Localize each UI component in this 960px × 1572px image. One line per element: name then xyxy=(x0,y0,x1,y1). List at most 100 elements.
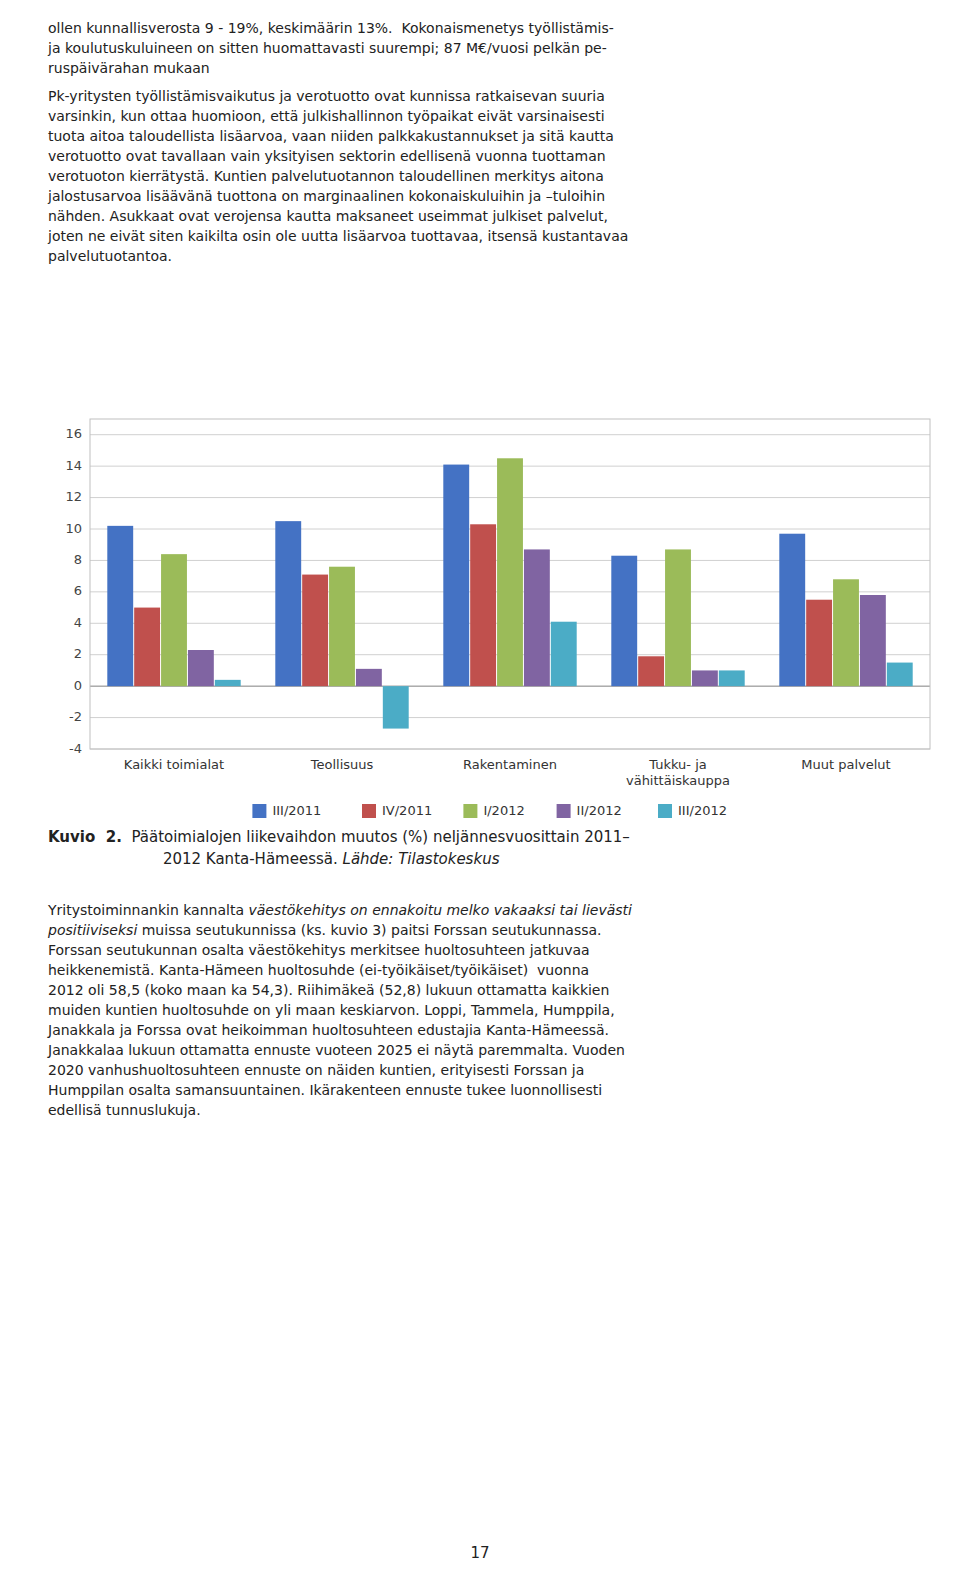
bar xyxy=(134,608,160,687)
text-run: heikkenemistä. Kanta-Hämeen huoltosuhde … xyxy=(48,962,589,978)
bar xyxy=(443,465,469,687)
x-tick-label: Rakentaminen xyxy=(463,757,557,772)
caption-line: Kuvio 2. Päätoimialojen liikevaihdon muu… xyxy=(48,826,918,848)
bar xyxy=(215,680,241,686)
text-line: tuota aitoa taloudellista lisäarvoa, vaa… xyxy=(48,126,918,146)
text-line: ja koulutuskuluineen on sitten huomattav… xyxy=(48,38,918,58)
bar xyxy=(275,521,301,686)
bar xyxy=(779,534,805,686)
y-tick-label: 14 xyxy=(65,458,82,473)
text-after: Yritystoiminnankin kannalta väestökehity… xyxy=(48,900,918,1120)
bar xyxy=(356,669,382,686)
text-line: Pk-yritysten työllistämisvaikutus ja ver… xyxy=(48,86,918,106)
text-run: 2020 vanhushuoltosuhteen ennuste on näid… xyxy=(48,1062,584,1078)
text-run: Janakkalaa lukuun ottamatta ennuste vuot… xyxy=(48,1042,625,1058)
legend-swatch xyxy=(463,804,477,818)
text-run: muissa seutukunnissa (ks. kuvio 3) paits… xyxy=(137,922,601,938)
legend-label: II/2012 xyxy=(577,803,622,818)
text-run: 2012 Kanta-Hämeessä. xyxy=(120,850,338,868)
paragraph: ollen kunnallisverosta 9 - 19%, keskimää… xyxy=(48,18,918,78)
text-run: Päätoimialojen liikevaihdon muutos (%) n… xyxy=(122,828,630,846)
text-line: Janakkalaa lukuun ottamatta ennuste vuot… xyxy=(48,1040,918,1060)
bar xyxy=(188,650,214,686)
plot-frame xyxy=(90,419,930,749)
bar xyxy=(107,526,133,686)
bar xyxy=(611,556,637,686)
page-number: 17 xyxy=(0,1544,960,1562)
x-tick-label: Muut palvelut xyxy=(801,757,890,772)
bar xyxy=(638,656,664,686)
text-line: Humppilan osalta samansuuntainen. Ikärak… xyxy=(48,1080,918,1100)
bar xyxy=(383,686,409,728)
bar xyxy=(719,670,745,686)
text-line: verotuotto ovat tavallaan vain yksityise… xyxy=(48,146,918,166)
y-tick-label: 16 xyxy=(65,426,82,441)
y-tick-label: 10 xyxy=(65,521,82,536)
bar xyxy=(806,600,832,686)
caption: Kuvio 2. Päätoimialojen liikevaihdon muu… xyxy=(48,826,918,870)
text-line: ruspäivärahan mukaan xyxy=(48,58,918,78)
legend-swatch xyxy=(362,804,376,818)
text-line: Forssan seutukunnan osalta väestökehitys… xyxy=(48,940,918,960)
text-line: Janakkala ja Forssa ovat heikoimman huol… xyxy=(48,1020,918,1040)
y-tick-label: 2 xyxy=(74,646,82,661)
x-tick-label: Tukku- javähittäiskauppa xyxy=(626,757,730,788)
chart: -4-20246810121416Kaikki toimialatTeollis… xyxy=(0,405,960,825)
legend-swatch xyxy=(658,804,672,818)
text-run: muiden kuntien huoltosuhde on yli maan k… xyxy=(48,1002,615,1018)
text-run: Forssan seutukunnan osalta väestökehitys… xyxy=(48,942,590,958)
legend-swatch xyxy=(557,804,571,818)
text-line: joten ne eivät siten kaikilta osin ole u… xyxy=(48,226,918,246)
bar xyxy=(497,458,523,686)
grid xyxy=(90,435,930,749)
text-run: Janakkala ja Forssa ovat heikoimman huol… xyxy=(48,1022,609,1038)
bar xyxy=(833,579,859,686)
bar xyxy=(692,670,718,686)
text-line: verotuoton kierrätystä. Kuntien palvelut… xyxy=(48,166,918,186)
text-line: ollen kunnallisverosta 9 - 19%, keskimää… xyxy=(48,18,918,38)
legend-swatch xyxy=(252,804,266,818)
legend-label: I/2012 xyxy=(483,803,524,818)
caption-line: 2012 Kanta-Hämeessä. Lähde: Tilastokesku… xyxy=(48,848,918,870)
bar xyxy=(551,622,577,686)
text-run: väestökehitys on ennakoitu melko vakaaks… xyxy=(248,902,632,918)
y-tick-label: 12 xyxy=(65,489,82,504)
text-run: Lähde: Tilastokeskus xyxy=(338,850,500,868)
text-line: positiiviseksi muissa seutukunnissa (ks.… xyxy=(48,920,918,940)
text-line: palvelutuotantoa. xyxy=(48,246,918,266)
text-line: edellisä tunnuslukuja. xyxy=(48,1100,918,1120)
text-line: jalostusarvoa lisäävänä tuottona on marg… xyxy=(48,186,918,206)
bar xyxy=(860,595,886,686)
text-run: positiiviseksi xyxy=(48,922,137,938)
text-line: 2020 vanhushuoltosuhteen ennuste on näid… xyxy=(48,1060,918,1080)
bars xyxy=(107,458,912,728)
text-before: ollen kunnallisverosta 9 - 19%, keskimää… xyxy=(48,18,918,266)
text-line: nähden. Asukkaat ovat verojensa kautta m… xyxy=(48,206,918,226)
grid-line xyxy=(90,717,930,718)
grid-line xyxy=(90,434,930,435)
y-tick-label: 8 xyxy=(74,552,82,567)
legend-label: III/2011 xyxy=(272,803,321,818)
legend: III/2011 IV/2011 I/2012 II/2012 III/2012 xyxy=(252,803,727,819)
text-line: 2012 oli 58,5 (koko maan ka 54,3). Riihi… xyxy=(48,980,918,1000)
text-run: Kuvio 2. xyxy=(48,828,122,846)
bar xyxy=(302,575,328,687)
text-run: Humppilan osalta samansuuntainen. Ikärak… xyxy=(48,1082,602,1098)
y-tick-label: 4 xyxy=(74,615,82,630)
text-run: edellisä tunnuslukuja. xyxy=(48,1102,201,1118)
y-tick-label: 6 xyxy=(74,583,82,598)
text-line: heikkenemistä. Kanta-Hämeen huoltosuhde … xyxy=(48,960,918,980)
bar xyxy=(470,524,496,686)
y-tick-label: -4 xyxy=(69,741,82,756)
bar xyxy=(665,549,691,686)
text-line: varsinkin, kun ottaa huomioon, että julk… xyxy=(48,106,918,126)
y-tick-label: -2 xyxy=(69,709,82,724)
text-run: Yritystoiminnankin kannalta xyxy=(48,902,248,918)
text-line: muiden kuntien huoltosuhde on yli maan k… xyxy=(48,1000,918,1020)
legend-label: III/2012 xyxy=(678,803,727,818)
y-tick-label: 0 xyxy=(74,678,82,693)
paragraph: Pk-yritysten työllistämisvaikutus ja ver… xyxy=(48,86,918,266)
x-tick-label: Kaikki toimialat xyxy=(124,757,224,772)
bar xyxy=(329,567,355,686)
legend-label: IV/2011 xyxy=(382,803,432,818)
